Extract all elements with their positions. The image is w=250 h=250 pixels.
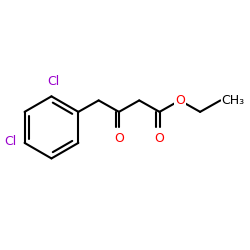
Text: Cl: Cl bbox=[48, 75, 60, 88]
Text: Cl: Cl bbox=[4, 135, 16, 148]
Text: O: O bbox=[154, 132, 164, 145]
Text: O: O bbox=[114, 132, 124, 145]
Text: CH₃: CH₃ bbox=[222, 94, 245, 107]
Text: O: O bbox=[175, 94, 185, 107]
